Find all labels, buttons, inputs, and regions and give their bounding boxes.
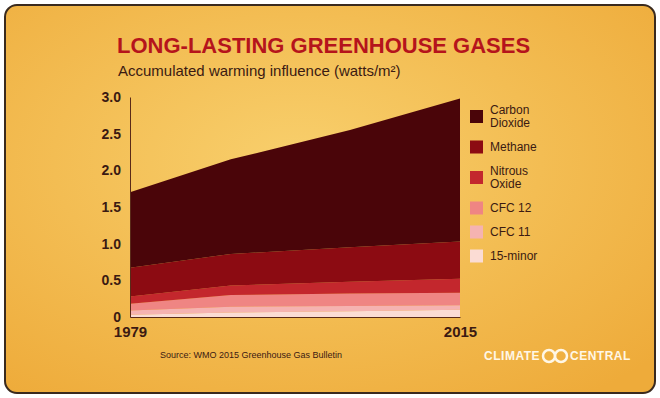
source: Source: WMO 2015 Greenhouse Gas Bulletin	[160, 350, 342, 360]
legend-label: NitrousOxide	[490, 164, 528, 191]
y-tick: 1.5	[102, 199, 130, 215]
y-tick-label: 0.5	[102, 272, 122, 288]
area	[130, 98, 460, 267]
y-axis: 00.51.01.52.02.53.0	[102, 89, 131, 325]
legend: CarbonDioxide Methane NitrousOxide CFC 12 CF…	[470, 103, 537, 263]
y-tick: 0.5	[102, 272, 130, 288]
credit: CLIMATECENTRAL	[484, 349, 631, 363]
legend-label: Methane	[490, 140, 537, 154]
y-tick: 3.0	[102, 89, 130, 105]
legend-label: 15-minor	[490, 249, 537, 263]
legend-swatch	[470, 171, 483, 184]
credit-text: CLIMATECENTRAL	[484, 349, 631, 363]
x-tick-label: 2015	[444, 323, 477, 340]
y-tick: 1.0	[102, 236, 130, 252]
logo-ring	[555, 350, 567, 362]
y-tick: 2.5	[102, 126, 130, 142]
y-tick-label: 1.0	[102, 236, 122, 252]
legend-label: CFC 11	[490, 225, 531, 239]
legend-swatch	[470, 110, 483, 123]
title: LONG-LASTING GREENHOUSE GASES	[117, 33, 530, 58]
x-tick: 2015	[444, 317, 477, 340]
legend-swatch	[470, 250, 483, 263]
y-tick-label: 2.0	[102, 162, 122, 178]
legend-swatch	[470, 226, 483, 239]
logo-ring	[543, 350, 555, 362]
chart: LONG-LASTING GREENHOUSE GASES Accumulated…	[0, 0, 660, 398]
y-tick-label: 3.0	[102, 89, 122, 105]
y-tick: 2.0	[102, 162, 130, 178]
x-tick: 1979	[114, 317, 147, 340]
background	[5, 5, 655, 393]
legend-label: CarbonDioxide	[490, 103, 530, 130]
x-axis: 1979 2015	[114, 317, 477, 340]
plot-area	[130, 98, 460, 317]
subtitle: Accumulated warming influence (watts/m²)	[118, 62, 401, 79]
x-tick-label: 1979	[114, 323, 147, 340]
y-tick-label: 2.5	[102, 126, 122, 142]
legend-swatch	[470, 202, 483, 215]
y-tick-label: 1.5	[102, 199, 122, 215]
legend-swatch	[470, 141, 483, 154]
y-axis-line	[130, 98, 131, 318]
x-axis-line	[131, 317, 461, 318]
legend-label: CFC 12	[490, 201, 532, 215]
